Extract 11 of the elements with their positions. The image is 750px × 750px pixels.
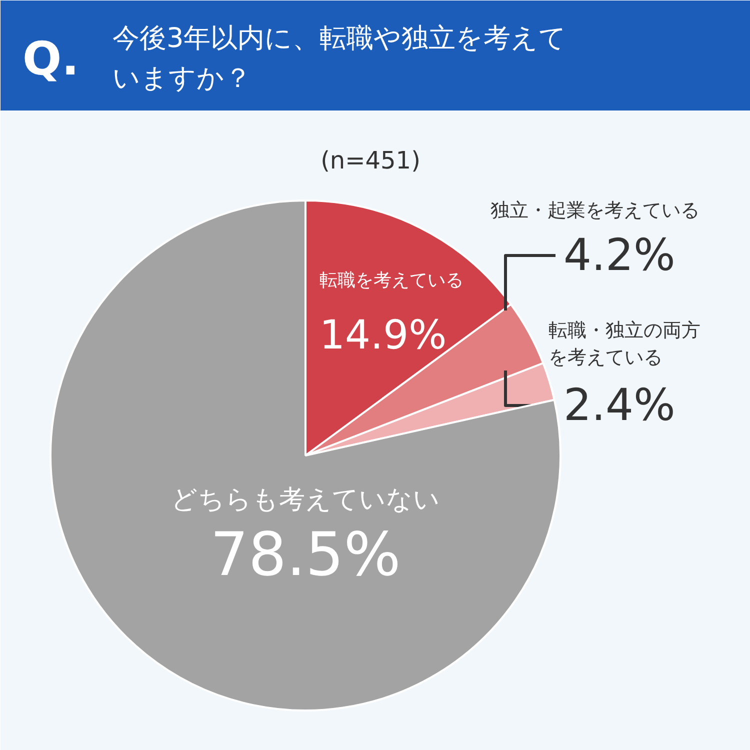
data-label: 14.9% bbox=[320, 312, 447, 358]
slice-label: 転職を考えている bbox=[320, 270, 464, 291]
data-label: 2.4% bbox=[564, 380, 676, 431]
data-label: 4.2% bbox=[564, 230, 676, 281]
text: Q. bbox=[22, 32, 80, 86]
slice-label: 転職・独立の両方を考えている bbox=[548, 320, 700, 368]
data-label: 78.5% bbox=[210, 520, 401, 590]
chart-title: 今後3年以内に、転職や独立を考えていますか？ bbox=[112, 23, 567, 94]
chart-subtitle: (n=451) bbox=[320, 146, 420, 174]
slice-label: 独立・起業を考えている bbox=[490, 200, 700, 222]
slice-label: どちらも考えていない bbox=[171, 485, 440, 516]
